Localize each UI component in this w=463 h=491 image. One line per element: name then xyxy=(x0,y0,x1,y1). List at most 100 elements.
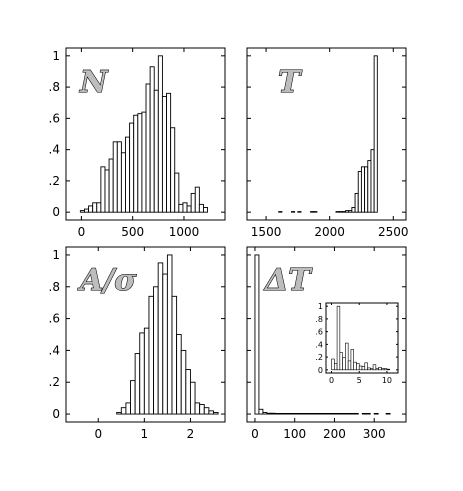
inset-histogram-bar xyxy=(378,366,382,371)
histogram-bar xyxy=(373,55,378,213)
inset-histogram-bar xyxy=(364,362,368,371)
x-tick-label: 0 xyxy=(78,225,86,239)
inset-x-tick-label: 0 xyxy=(329,376,334,385)
histogram-bar xyxy=(186,205,192,213)
histogram-bar xyxy=(278,412,284,415)
histogram-bar xyxy=(157,55,163,213)
histogram-bar xyxy=(120,407,127,415)
histogram-bar xyxy=(365,412,371,415)
histogram-bar xyxy=(297,211,302,213)
histogram-bar xyxy=(318,412,323,415)
inset-histogram-bar xyxy=(336,305,341,371)
histogram-bar xyxy=(141,111,147,213)
histogram-bar xyxy=(306,412,312,415)
panel-label: ΔT xyxy=(263,263,313,298)
histogram-bar xyxy=(125,402,131,415)
inset-histogram-bar xyxy=(386,368,390,371)
inset-histogram-bar xyxy=(331,358,335,371)
histogram-bar xyxy=(385,412,391,415)
histogram-bar xyxy=(282,412,288,415)
histogram-bar xyxy=(189,381,196,415)
x-tick-label: 300 xyxy=(363,427,386,441)
x-tick-label: 1500 xyxy=(251,225,282,239)
histogram-bar xyxy=(278,211,283,213)
histogram-bar xyxy=(262,412,268,415)
inset-y-tick-label: .2 xyxy=(315,353,323,362)
histogram-bar xyxy=(125,136,131,213)
histogram-bar xyxy=(92,202,98,213)
inset-histogram-bar xyxy=(383,368,388,371)
histogram-bar xyxy=(174,172,180,213)
histogram-bar xyxy=(294,412,300,415)
histogram-bar xyxy=(137,113,143,213)
histogram-bar xyxy=(270,412,276,415)
histogram-bar xyxy=(178,203,184,213)
histogram-bar xyxy=(313,211,318,213)
histogram-bar xyxy=(298,412,304,415)
inset-y-tick-label: 1 xyxy=(318,302,323,311)
inset-histogram-bar xyxy=(345,342,349,371)
histogram-bar xyxy=(345,210,350,213)
histogram-bar xyxy=(367,160,372,213)
x-tick-label: 2 xyxy=(187,427,195,441)
histogram-bar xyxy=(364,166,369,213)
x-tick-label: 2500 xyxy=(378,225,409,239)
y-tick-label: 1 xyxy=(52,49,60,63)
histogram-bar xyxy=(353,412,359,415)
histogram-bar xyxy=(266,412,272,415)
histogram-bar xyxy=(104,169,110,213)
histogram-bar xyxy=(162,273,168,415)
histogram-bar xyxy=(203,407,210,415)
histogram-bar xyxy=(291,211,296,213)
histogram-bar xyxy=(180,349,187,415)
x-tick-label: 500 xyxy=(121,225,144,239)
histogram-bar xyxy=(149,66,155,213)
histogram-bar xyxy=(88,205,94,213)
histogram-bar xyxy=(349,412,355,415)
histogram-bar xyxy=(170,127,176,213)
y-tick-label: .2 xyxy=(49,375,60,389)
panel-label: N xyxy=(79,65,109,100)
inset-histogram-bar xyxy=(339,352,343,371)
y-tick-label: .4 xyxy=(49,143,60,157)
inset-y-tick-label: 0 xyxy=(318,366,323,375)
inset-histogram-bar xyxy=(361,366,366,371)
x-tick-label: 100 xyxy=(283,427,306,441)
histogram-bar xyxy=(166,92,172,213)
x-tick-label: 1000 xyxy=(169,225,200,239)
histogram-bar xyxy=(286,412,292,415)
histogram-bar xyxy=(153,286,159,415)
inset-histogram-bar xyxy=(353,361,357,371)
histogram-bar xyxy=(176,334,182,415)
y-tick-label: .4 xyxy=(49,343,60,357)
inset-x-tick-label: 5 xyxy=(357,376,362,385)
plot-frame xyxy=(246,47,407,221)
histogram-bar xyxy=(290,412,296,415)
y-tick-label: .2 xyxy=(49,174,60,188)
histogram-bar xyxy=(326,412,331,415)
histogram-bar xyxy=(133,114,139,213)
histogram-bar xyxy=(139,332,145,415)
histogram-bar xyxy=(84,208,90,213)
histogram-bar xyxy=(148,295,155,415)
histogram-bar xyxy=(171,295,178,415)
histogram-bar xyxy=(157,262,164,415)
histogram-bar xyxy=(143,327,150,415)
histogram-bar xyxy=(134,353,141,415)
histogram-bar xyxy=(199,404,205,415)
histogram-bar xyxy=(182,202,188,213)
histogram-bar xyxy=(112,141,118,213)
histogram-bar xyxy=(370,149,375,213)
inset-histogram-bar xyxy=(372,364,377,371)
histogram-bar xyxy=(302,412,308,415)
y-tick-label: 0 xyxy=(52,205,60,219)
panel-1: 0 500 1000 0 .2 .4 .6 .8 1 N xyxy=(49,47,226,239)
x-tick-label: 0 xyxy=(94,427,102,441)
histogram-bar xyxy=(116,141,122,213)
histogram-bar xyxy=(194,186,200,213)
histogram-bar xyxy=(120,152,126,213)
x-tick-label: 200 xyxy=(323,427,346,441)
histogram-bar xyxy=(79,210,85,213)
